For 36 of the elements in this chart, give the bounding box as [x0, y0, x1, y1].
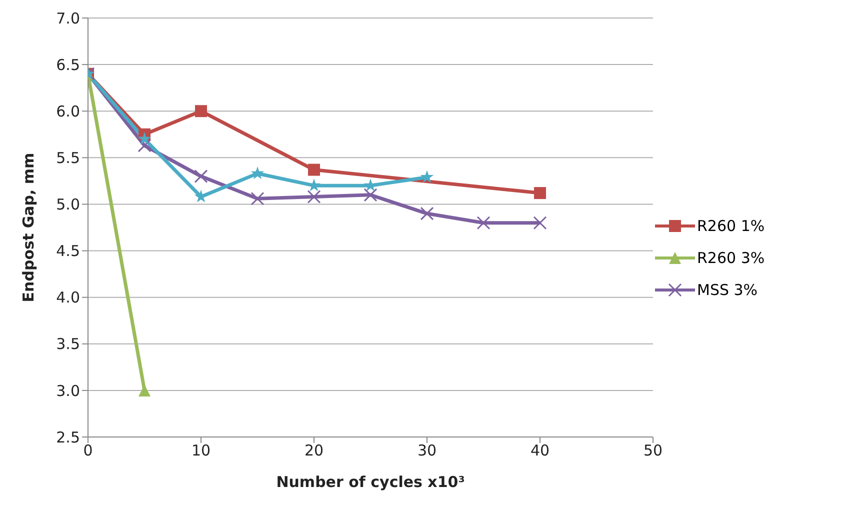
point: [534, 187, 546, 200]
y-tick-label: 6.5: [56, 56, 80, 74]
y-tick-label: 4.5: [56, 242, 80, 260]
y-tick-label: 3.0: [56, 382, 80, 400]
y-tick-label: 2.5: [56, 428, 80, 446]
legend-label: R260 1%: [697, 216, 765, 234]
y-tick-label: 7.0: [56, 9, 80, 28]
point: [138, 138, 152, 152]
y-tick-label: 5.0: [56, 196, 80, 214]
point: [364, 188, 378, 202]
point: [138, 132, 152, 145]
legend-label: MSS 3%: [697, 280, 758, 298]
y-tick-label: 5.5: [56, 148, 80, 167]
point: [194, 170, 208, 184]
point: [420, 170, 434, 183]
point: [476, 216, 490, 230]
y-tick-label: 4.0: [56, 288, 80, 307]
y-tick-label: 3.5: [56, 335, 80, 354]
point: [250, 166, 264, 180]
x-tick-label: 20: [304, 442, 324, 460]
point: [308, 164, 320, 176]
point: [420, 206, 434, 220]
x-tick-label: 30: [417, 442, 437, 460]
x-axis-title: Number of cycles x10³: [276, 473, 465, 491]
x-tick-label: 40: [530, 442, 550, 460]
x-tick-label: 50: [643, 442, 663, 460]
y-axis-title: Endpost Gap, mm: [19, 152, 38, 302]
x-tick-label: 0: [83, 442, 93, 460]
y-tick-label: 6.0: [56, 102, 80, 120]
point: [533, 216, 547, 230]
x-tick-label: 10: [191, 442, 211, 460]
legend-label: R260 3%: [697, 248, 765, 266]
point: [307, 190, 321, 204]
point: [195, 105, 207, 118]
point: [250, 192, 264, 206]
point: [364, 178, 378, 192]
